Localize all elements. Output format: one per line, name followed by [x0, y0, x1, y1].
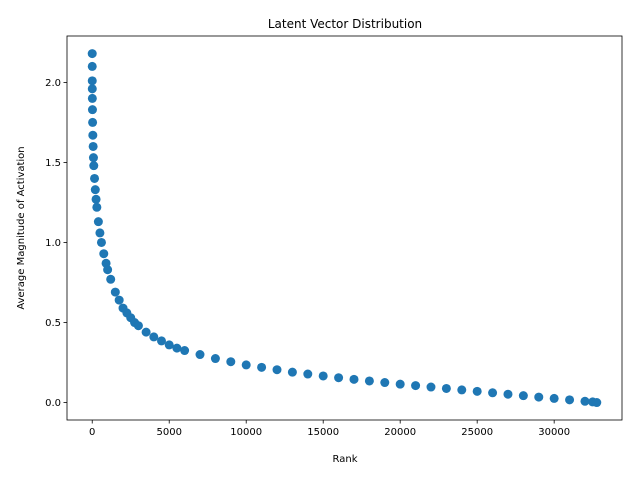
point: [592, 398, 602, 408]
point: [157, 336, 167, 346]
point: [164, 340, 174, 350]
point: [88, 141, 98, 151]
y-tick-label: 2.0: [45, 78, 61, 89]
point: [95, 228, 105, 238]
point: [180, 346, 190, 356]
point: [93, 217, 103, 227]
point: [149, 332, 159, 342]
point: [89, 161, 99, 171]
point: [99, 249, 109, 259]
point: [87, 61, 97, 71]
point: [257, 362, 267, 372]
point: [87, 105, 97, 115]
point: [91, 194, 101, 204]
point: [88, 130, 98, 140]
chart-title: Latent Vector Distribution: [268, 17, 422, 31]
point: [87, 49, 97, 59]
point: [272, 365, 282, 375]
point: [106, 274, 116, 284]
point: [334, 373, 344, 383]
point: [88, 117, 98, 127]
point: [518, 391, 528, 401]
point: [411, 381, 421, 391]
y-axis-label: Average Magnitude of Activation: [16, 146, 27, 309]
y-tick-label: 1.0: [45, 238, 61, 249]
point: [241, 360, 251, 370]
x-tick-label: 25000: [461, 427, 493, 438]
point: [96, 237, 106, 247]
x-tick-label: 15000: [307, 427, 339, 438]
point: [395, 379, 405, 389]
x-tick-label: 10000: [230, 427, 262, 438]
point: [90, 185, 100, 195]
x-axis-label: Rank: [333, 454, 358, 465]
point: [110, 287, 120, 297]
y-tick-label: 0.0: [45, 398, 61, 409]
x-tick-label: 20000: [384, 427, 416, 438]
point: [172, 343, 182, 353]
point: [503, 389, 513, 399]
point: [226, 357, 236, 367]
point: [364, 376, 374, 386]
x-tick-label: 0: [89, 427, 95, 438]
point: [133, 321, 143, 331]
point: [349, 374, 359, 384]
point: [472, 386, 482, 396]
point: [87, 76, 97, 86]
point: [141, 327, 151, 337]
x-tick-label: 5000: [156, 427, 181, 438]
point: [287, 367, 297, 377]
point: [534, 392, 544, 402]
point: [457, 385, 467, 395]
point: [549, 393, 559, 403]
plot-area: [66, 35, 623, 421]
x-tick-label: 30000: [538, 427, 570, 438]
point: [488, 388, 498, 398]
point: [380, 378, 390, 388]
point: [90, 173, 100, 183]
point: [88, 153, 98, 163]
point: [195, 350, 205, 360]
point: [580, 396, 590, 406]
point: [303, 369, 313, 379]
point: [87, 84, 97, 94]
point: [426, 382, 436, 392]
y-tick-label: 1.5: [45, 158, 61, 169]
point: [565, 395, 575, 405]
point: [87, 93, 97, 103]
y-tick-label: 0.5: [45, 318, 61, 329]
point: [318, 371, 328, 381]
point: [114, 295, 124, 305]
point: [441, 383, 451, 393]
point: [103, 265, 113, 275]
point: [210, 354, 220, 364]
point: [92, 202, 102, 212]
